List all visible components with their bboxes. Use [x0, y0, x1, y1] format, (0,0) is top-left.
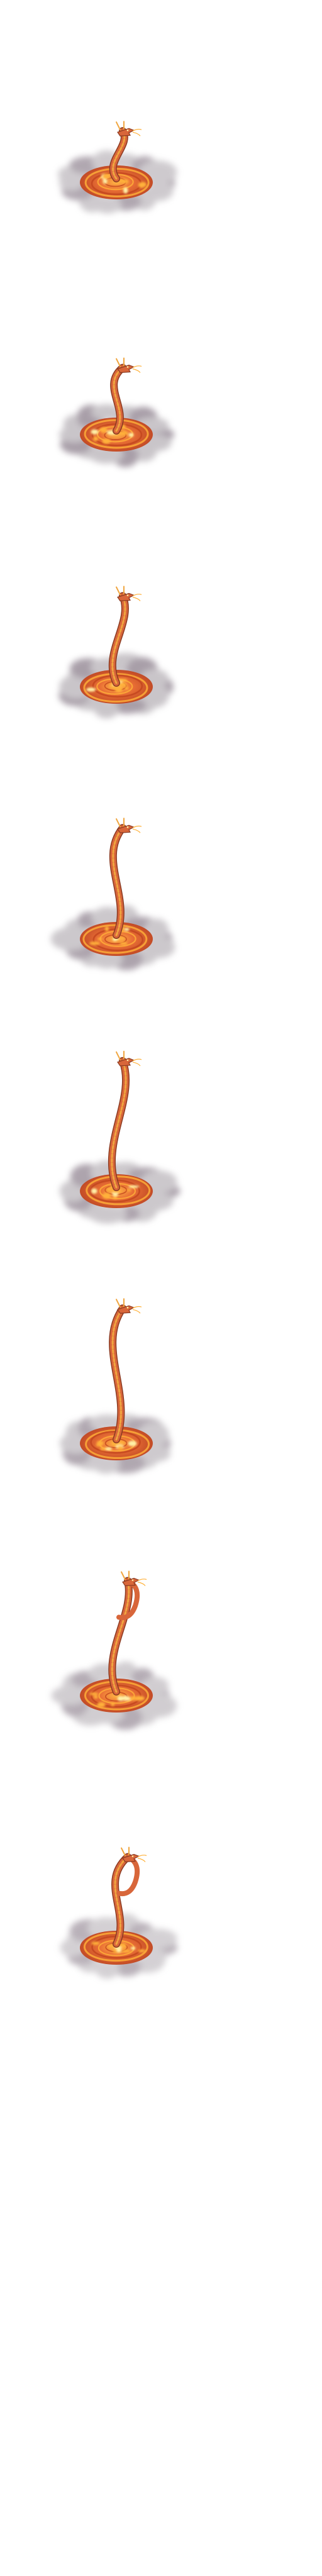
- fire-dragon: [108, 586, 142, 687]
- frame-art: [58, 121, 177, 214]
- frame-art: [58, 586, 174, 719]
- dragon-head: [116, 586, 142, 602]
- dragon-head: [121, 1846, 147, 1863]
- lava-highlights: [89, 1692, 145, 1707]
- frame-art: [59, 1050, 180, 1224]
- frame-art: [50, 818, 175, 970]
- sprite-frame-3: [0, 530, 322, 781]
- lava-highlights: [91, 1941, 147, 1953]
- dragon-head: [121, 1570, 147, 1587]
- sprite-frame-6: [0, 1286, 322, 1538]
- frame-art: [59, 357, 175, 467]
- fire-dragon: [108, 1050, 142, 1191]
- fire-dragon: [109, 818, 142, 939]
- sprite-frame-4: [0, 782, 322, 1033]
- dragon-head: [116, 1298, 142, 1314]
- frame-art: [60, 1846, 178, 1979]
- sprite-frame-2: [0, 277, 322, 529]
- fire-dragon: [108, 1570, 147, 1696]
- smoke-cloud: [58, 653, 174, 719]
- sprite-frame-7: [0, 1538, 322, 1790]
- dragon-head: [116, 1050, 142, 1067]
- fire-dragon: [110, 357, 142, 435]
- sprite-frame-8: [0, 1790, 322, 2042]
- sprite-frame-1: [0, 25, 322, 277]
- fire-dragon: [109, 1298, 142, 1443]
- dragon-head: [116, 357, 142, 374]
- dragon-head: [116, 121, 142, 136]
- lava-highlights: [91, 1184, 140, 1199]
- fire-dragon: [111, 1846, 147, 1948]
- frame-art: [60, 1298, 171, 1474]
- fire-dragon: [109, 121, 142, 182]
- sprite-frame-5: [0, 1034, 322, 1285]
- lava-highlights: [96, 1440, 137, 1451]
- dragon-head: [116, 818, 142, 833]
- frame-art: [51, 1570, 177, 1730]
